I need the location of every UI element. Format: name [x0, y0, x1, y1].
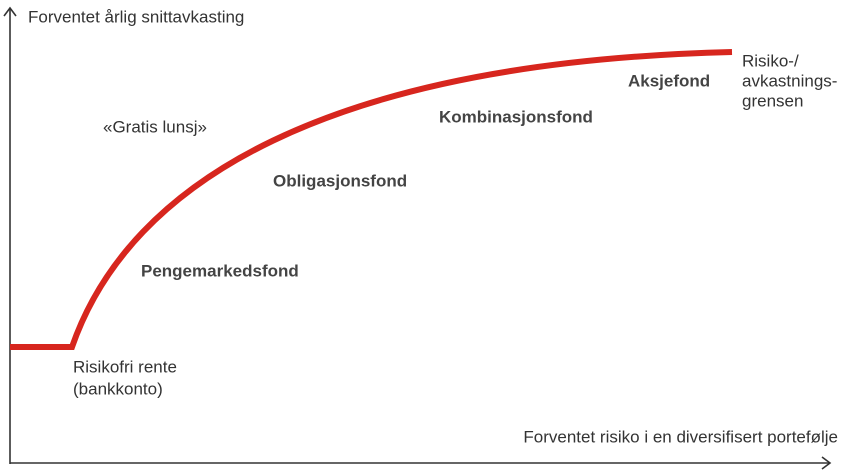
fund-label: Kombinasjonsfond	[439, 107, 593, 126]
risk-free-label: Risikofri rente	[73, 357, 177, 376]
y-axis-label: Forventet årlig snittavkasting	[28, 7, 244, 26]
frontier-label: avkastnings-	[742, 71, 837, 90]
fund-label: Aksjefond	[628, 71, 710, 90]
risk-free-label: (bankkonto)	[73, 379, 163, 398]
frontier-curve	[10, 49, 733, 350]
axes	[3, 6, 832, 470]
frontier-label: grensen	[742, 91, 803, 110]
fund-label: Obligasjonsfond	[273, 171, 407, 190]
fund-label: Pengemarkedsfond	[141, 261, 299, 280]
x-axis-arrow	[821, 456, 832, 470]
frontier-label: Risiko-/	[742, 51, 799, 70]
x-axis-label: Forventet risiko i en diversifisert port…	[523, 427, 838, 446]
y-axis-arrow	[3, 6, 17, 17]
free-lunch-label: «Gratis lunsj»	[103, 117, 207, 136]
